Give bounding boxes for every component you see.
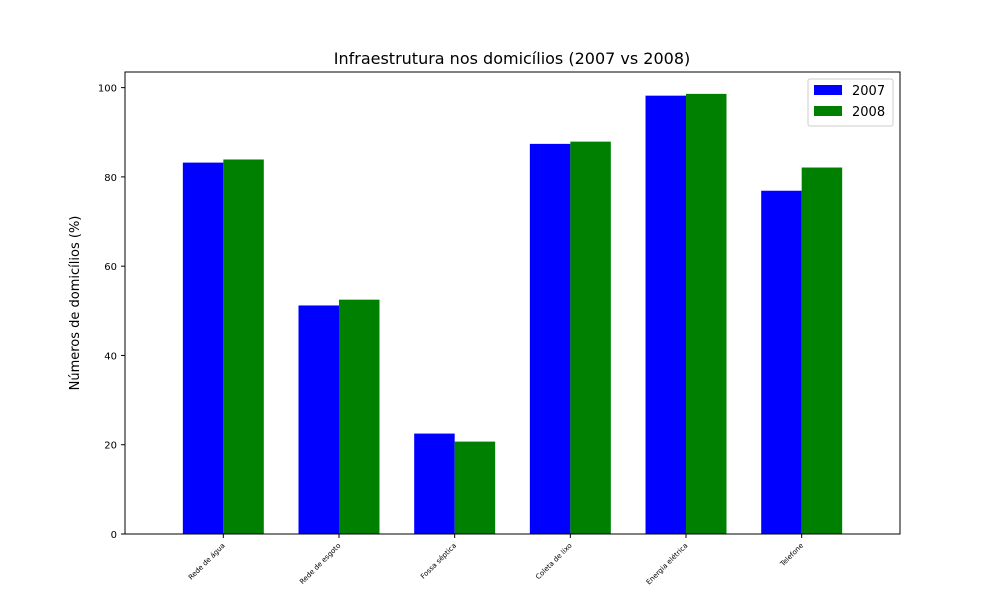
- x-tick-label: Fossa séptica: [419, 542, 458, 581]
- x-axis: Rede de água Rede de esgoto Fossa séptica C…: [187, 534, 805, 586]
- legend-label-2007: 2007: [852, 84, 885, 99]
- bar-2008-1: [338, 299, 380, 534]
- x-tick-label: Rede de esgoto: [298, 542, 342, 586]
- y-axis-label: Números de domicílios (%): [68, 216, 83, 391]
- y-tick-label: 20: [104, 441, 117, 452]
- bar-2007-2: [414, 433, 455, 534]
- y-tick-label: 40: [104, 351, 117, 362]
- chart-title: Infraestrutura nos domicílios (2007 vs 2…: [334, 49, 691, 68]
- bars-group: [182, 93, 843, 535]
- bar-2007-3: [529, 143, 571, 534]
- bar-2007-5: [761, 190, 802, 535]
- legend-swatch-2008: [814, 106, 842, 116]
- y-tick-label: 60: [104, 262, 117, 273]
- y-axis: 0 20 40 60 80 100: [98, 84, 125, 541]
- legend: 2007 2008: [807, 78, 894, 127]
- x-tick-label: Rede de água: [187, 542, 227, 582]
- bar-2008-3: [570, 141, 611, 534]
- y-tick-label: 80: [104, 173, 117, 184]
- y-tick-label: 100: [98, 84, 117, 95]
- bar-2008-4: [686, 93, 727, 535]
- x-tick-label: Coleta de lixo: [534, 542, 573, 581]
- y-tick-label: 0: [111, 530, 117, 541]
- bar-2008-2: [454, 441, 496, 534]
- legend-label-2008: 2008: [852, 105, 885, 120]
- x-tick-label: Energia elétrica: [645, 542, 690, 587]
- plot-frame: [124, 71, 901, 535]
- bar-2007-0: [182, 162, 224, 535]
- bar-2007-4: [645, 95, 687, 534]
- bar-2008-0: [223, 159, 264, 535]
- x-tick-label: Telefone: [778, 542, 805, 569]
- bar-2008-5: [801, 167, 843, 534]
- legend-swatch-2007: [814, 85, 842, 95]
- bar-2007-1: [298, 305, 339, 534]
